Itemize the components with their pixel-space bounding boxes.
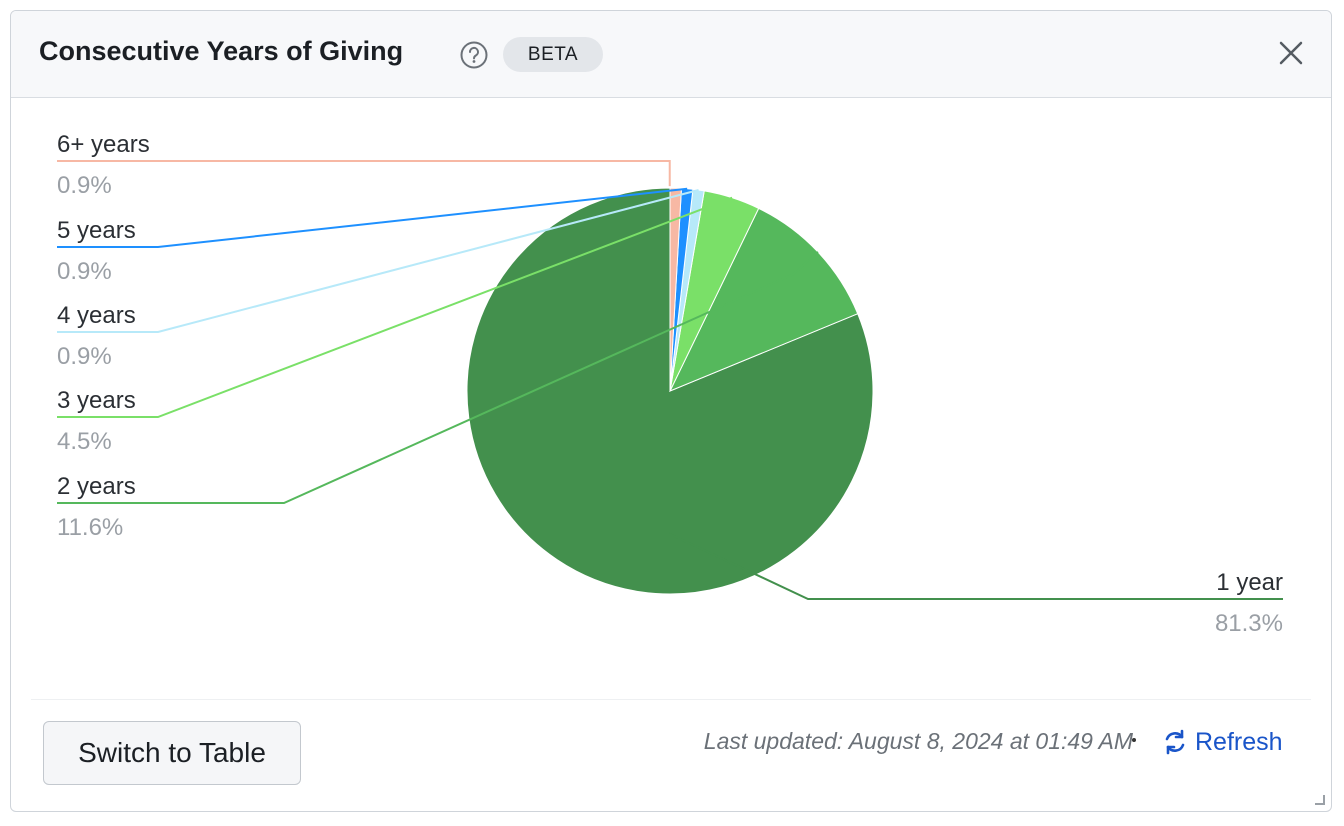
- slice-value-5-years: 0.9%: [57, 258, 112, 285]
- pie-slice-6-plus-years[interactable]: [669, 187, 682, 392]
- leader-line-4-years: [57, 189, 699, 333]
- slice-label-6-plus-years: 6+ years: [57, 131, 150, 158]
- slice-label-3-years: 3 years: [57, 387, 136, 414]
- close-icon[interactable]: [1271, 33, 1311, 73]
- slice-value-2-years: 11.6%: [57, 514, 123, 541]
- last-updated-text: Last updated: August 8, 2024 at 01:49 AM: [703, 728, 1133, 754]
- leader-line-6-plus-years: [57, 160, 671, 187]
- slice-label-4-years: 4 years: [57, 302, 136, 329]
- leader-line-5-years: [57, 187, 688, 248]
- question-circle-icon[interactable]: [459, 40, 489, 70]
- resize-handle-icon[interactable]: [1313, 793, 1325, 805]
- beta-badge: BETA: [503, 37, 603, 72]
- switch-to-table-button[interactable]: Switch to Table: [43, 721, 301, 785]
- leader-line-2-years: [57, 251, 819, 504]
- slice-label-1-year: 1 year: [1216, 569, 1283, 596]
- card-header: Consecutive Years of Giving BETA: [11, 11, 1331, 98]
- slice-label-2-years: 2 years: [57, 473, 136, 500]
- refresh-icon: [1165, 729, 1185, 755]
- slice-value-4-years: 0.9%: [57, 343, 112, 370]
- card-title: Consecutive Years of Giving: [39, 36, 404, 66]
- pie-chart: 1 year 81.3% 2 years 11.6% 3 years 4.5% 4 year…: [57, 131, 1283, 637]
- slice-value-1-year: 81.3%: [1215, 610, 1283, 637]
- separator-dot: [1132, 738, 1136, 742]
- slice-value-3-years: 4.5%: [57, 428, 112, 455]
- refresh-label: Refresh: [1195, 727, 1283, 756]
- footer-divider: [31, 699, 1311, 700]
- leader-line-3-years: [57, 196, 733, 418]
- slice-value-6-plus-years: 0.9%: [57, 172, 112, 199]
- chart-card: Consecutive Years of Giving BETA 1 year 8…: [10, 10, 1332, 812]
- slice-label-5-years: 5 years: [57, 217, 136, 244]
- leader-line-1-year: [668, 532, 1283, 600]
- refresh-button[interactable]: Refresh: [1161, 725, 1283, 759]
